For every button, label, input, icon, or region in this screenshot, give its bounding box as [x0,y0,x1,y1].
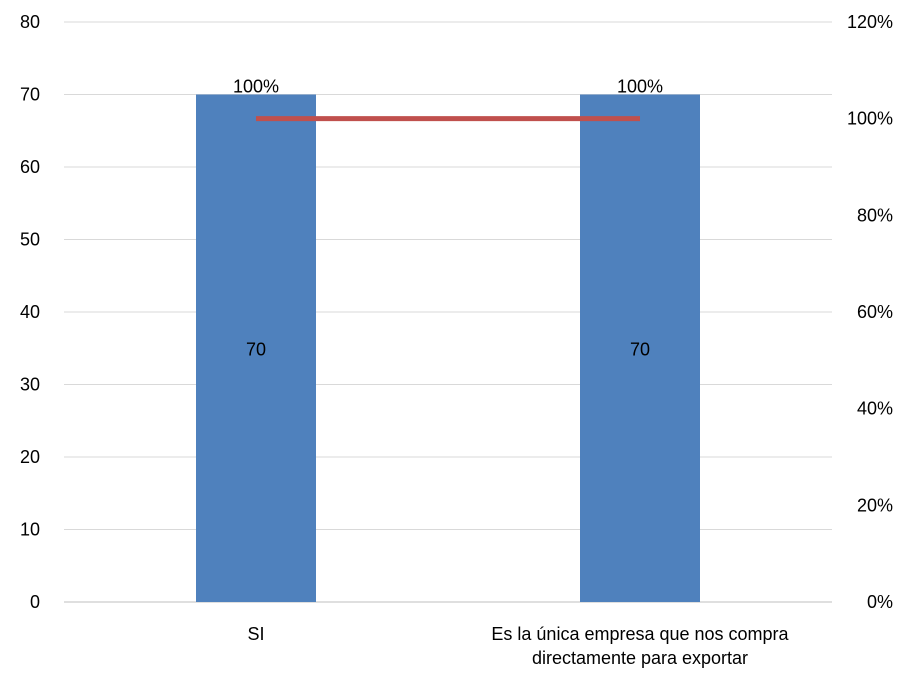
right-axis-tick-label: 80% [857,205,893,225]
gridlines [64,21,832,603]
x-axis-categories: SI Es la única empresa que nos compra dire… [247,624,789,668]
left-axis-tick-label: 70 [20,85,40,105]
right-axis-tick-label: 20% [857,495,893,515]
category-label: SI [247,624,264,644]
line-value-label: 100% [617,77,663,97]
data-labels: 70 70 100% 100% [233,77,663,360]
right-axis-tick-label: 0% [867,592,893,612]
left-axis-tick-label: 60 [20,157,40,177]
left-axis-tick-label: 50 [20,230,40,250]
bar [196,94,316,602]
left-y-axis: 0 10 20 30 40 50 60 70 80 [20,12,40,612]
left-axis-tick-label: 20 [20,447,40,467]
category-label: Es la única empresa que nos compra [491,624,789,644]
left-axis-tick-label: 40 [20,302,40,322]
line-value-label: 100% [233,77,279,97]
bar-series [196,94,700,602]
category-label: directamente para exportar [532,648,748,668]
right-axis-tick-label: 120% [847,12,893,32]
left-axis-tick-label: 10 [20,520,40,540]
right-axis-tick-label: 40% [857,399,893,419]
right-y-axis: 0% 20% 40% 60% 80% 100% 120% [847,12,893,612]
bar [580,94,700,602]
left-axis-tick-label: 30 [20,375,40,395]
bar-value-label: 70 [630,339,650,359]
bar-value-label: 70 [246,339,266,359]
left-axis-tick-label: 0 [30,592,40,612]
left-axis-tick-label: 80 [20,12,40,32]
right-axis-tick-label: 100% [847,109,893,129]
right-axis-tick-label: 60% [857,302,893,322]
